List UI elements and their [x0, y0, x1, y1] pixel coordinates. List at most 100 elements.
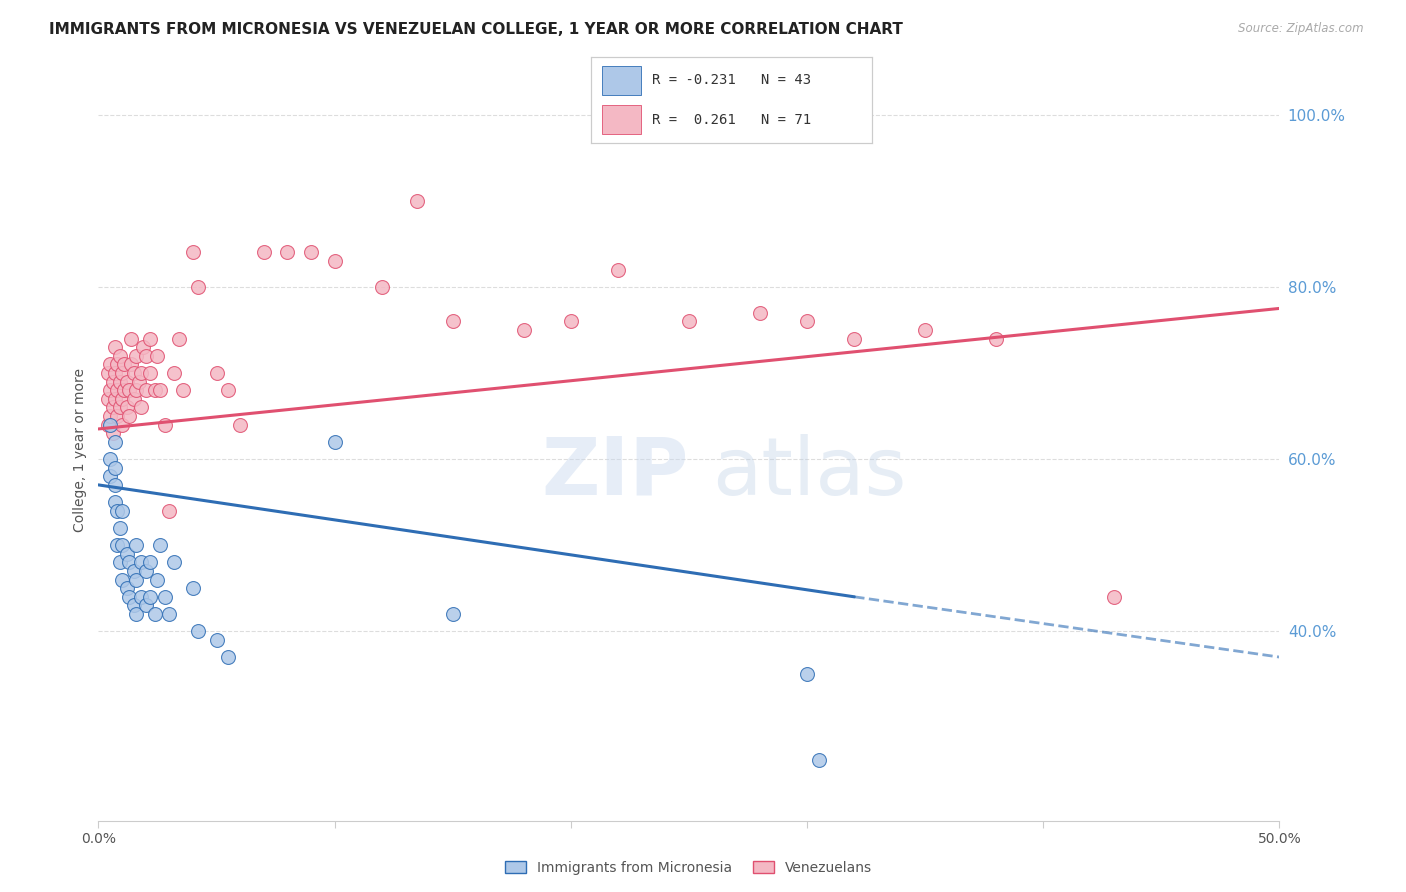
Point	[132, 340, 155, 354]
Point	[112, 383, 135, 397]
Point	[104, 340, 127, 354]
Point	[115, 547, 138, 561]
Point	[323, 434, 346, 449]
Point	[139, 366, 162, 380]
Point	[187, 280, 209, 294]
Text: ZIP: ZIP	[541, 434, 689, 512]
Point	[157, 504, 180, 518]
Text: R =  0.261   N = 71: R = 0.261 N = 71	[652, 112, 811, 127]
Point	[1102, 590, 1125, 604]
Point	[217, 650, 239, 665]
Point	[112, 357, 135, 371]
Point	[115, 401, 138, 415]
Point	[205, 632, 228, 647]
Point	[97, 366, 120, 380]
Point	[125, 538, 148, 552]
Point	[105, 383, 128, 397]
Point	[844, 332, 866, 346]
Bar	[602, 105, 641, 134]
Point	[796, 314, 818, 328]
Point	[678, 314, 700, 328]
Point	[172, 383, 194, 397]
Point	[105, 409, 128, 423]
Point	[122, 392, 145, 406]
Point	[108, 349, 131, 363]
Point	[122, 599, 145, 613]
Point	[108, 555, 131, 569]
Point	[560, 314, 582, 328]
Point	[441, 314, 464, 328]
Point	[108, 521, 131, 535]
Point	[371, 280, 394, 294]
Text: atlas: atlas	[713, 434, 907, 512]
Point	[125, 349, 148, 363]
Point	[111, 504, 134, 518]
Legend: Immigrants from Micronesia, Venezuelans: Immigrants from Micronesia, Venezuelans	[501, 855, 877, 880]
Point	[229, 417, 252, 432]
Point	[97, 417, 120, 432]
Point	[128, 375, 150, 389]
Point	[181, 581, 204, 595]
Point	[111, 538, 134, 552]
Point	[143, 607, 166, 621]
Point	[153, 590, 176, 604]
Point	[146, 349, 169, 363]
Point	[205, 366, 228, 380]
Point	[135, 383, 157, 397]
Point	[512, 323, 534, 337]
Point	[607, 262, 630, 277]
Point	[129, 366, 152, 380]
Point	[323, 254, 346, 268]
Text: R = -0.231   N = 43: R = -0.231 N = 43	[652, 73, 811, 87]
Point	[111, 392, 134, 406]
Point	[101, 401, 124, 415]
Point	[167, 332, 190, 346]
Point	[914, 323, 936, 337]
Point	[104, 460, 127, 475]
Point	[105, 538, 128, 552]
Point	[98, 452, 121, 467]
Point	[108, 375, 131, 389]
Point	[441, 607, 464, 621]
Point	[163, 366, 186, 380]
Point	[104, 478, 127, 492]
Point	[118, 590, 141, 604]
Point	[104, 366, 127, 380]
Point	[118, 383, 141, 397]
Point	[125, 383, 148, 397]
Point	[125, 607, 148, 621]
Point	[105, 504, 128, 518]
Point	[253, 245, 276, 260]
Point	[98, 357, 121, 371]
Point	[115, 581, 138, 595]
Point	[139, 332, 162, 346]
Point	[104, 392, 127, 406]
Point	[121, 332, 143, 346]
Point	[98, 469, 121, 483]
Point	[135, 599, 157, 613]
Point	[406, 194, 429, 208]
Point	[149, 538, 172, 552]
Point	[118, 555, 141, 569]
Text: Source: ZipAtlas.com: Source: ZipAtlas.com	[1239, 22, 1364, 36]
Point	[121, 357, 143, 371]
Point	[101, 426, 124, 441]
Point	[796, 667, 818, 681]
Point	[115, 375, 138, 389]
Point	[104, 495, 127, 509]
Point	[143, 383, 166, 397]
Point	[129, 555, 152, 569]
Point	[276, 245, 298, 260]
Point	[149, 383, 172, 397]
Point	[122, 564, 145, 578]
Point	[135, 564, 157, 578]
Point	[135, 349, 157, 363]
Point	[98, 383, 121, 397]
Point	[146, 573, 169, 587]
Point	[984, 332, 1007, 346]
Bar	[602, 66, 641, 95]
Point	[163, 555, 186, 569]
Point	[139, 590, 162, 604]
Point	[217, 383, 239, 397]
Point	[118, 409, 141, 423]
